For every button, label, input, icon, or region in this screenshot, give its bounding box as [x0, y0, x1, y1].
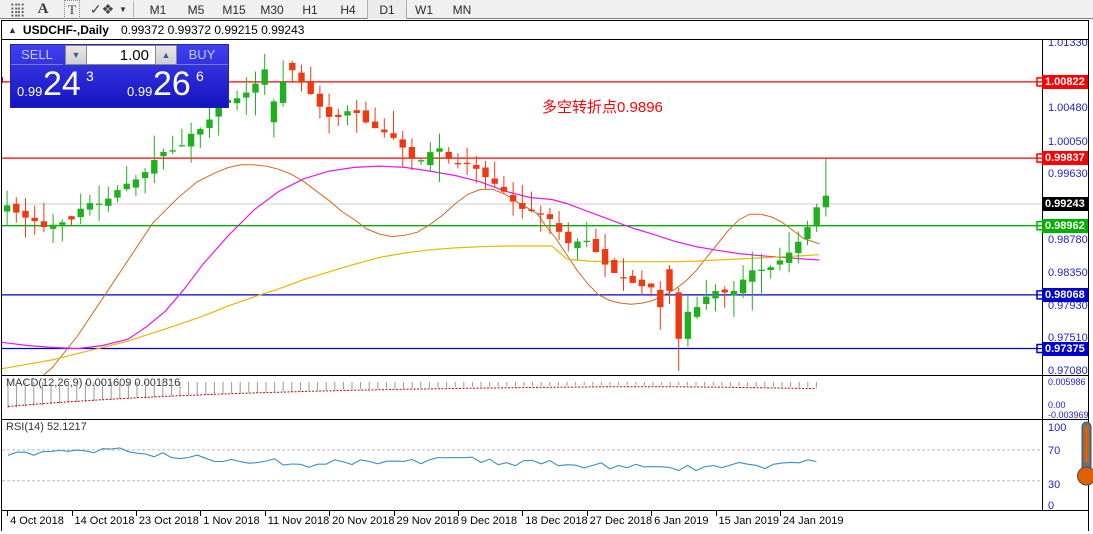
- svg-text:RSI(14) 52.1217: RSI(14) 52.1217: [6, 421, 87, 433]
